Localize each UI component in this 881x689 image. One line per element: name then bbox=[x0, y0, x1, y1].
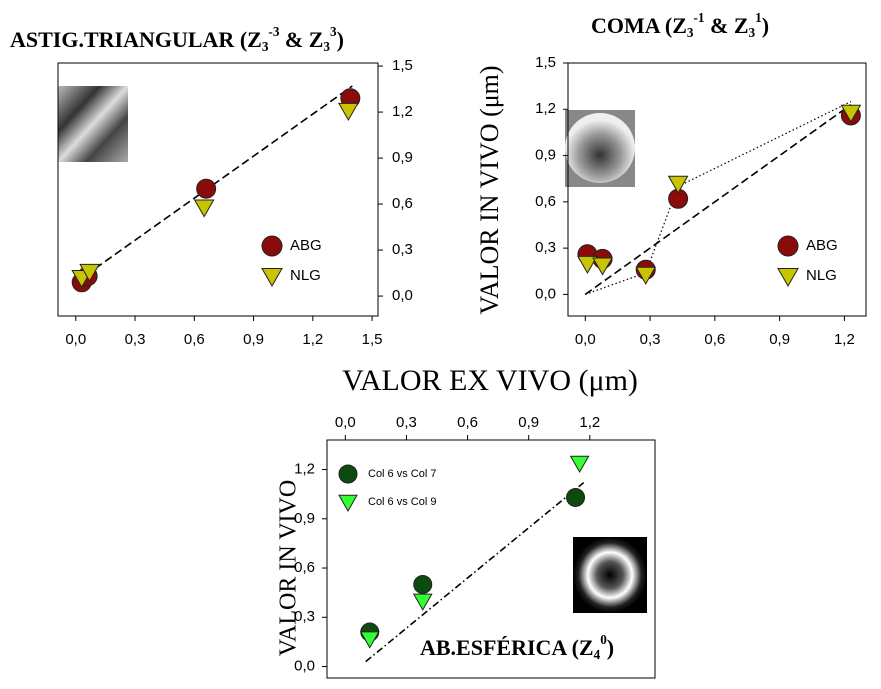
legend-label: ABG bbox=[290, 237, 322, 254]
marker bbox=[778, 269, 798, 287]
marker bbox=[262, 269, 282, 287]
x-tick-label: 1,2 bbox=[834, 331, 855, 348]
chart-title: COMA (Z3-1 & Z31) bbox=[591, 10, 769, 40]
chart-title-part: COMA (Z bbox=[591, 13, 687, 38]
legend-label: ABG bbox=[806, 237, 838, 254]
marker bbox=[195, 200, 214, 217]
marker bbox=[669, 176, 688, 193]
chart-title-part: ASTIG.TRIANGULAR (Z bbox=[10, 27, 262, 52]
y-tick-label: 0,3 bbox=[392, 241, 413, 258]
y-axis-label: VALOR IN VIVO bbox=[276, 480, 302, 656]
chart-title-part: 1 bbox=[755, 10, 762, 25]
chart-title-part: ) bbox=[337, 27, 344, 52]
y-tick-label: 0,3 bbox=[535, 239, 556, 256]
marker bbox=[339, 495, 357, 511]
chart-title: ASTIG.TRIANGULAR (Z3-3 & Z33) bbox=[10, 24, 344, 54]
marker bbox=[339, 465, 357, 483]
x-tick-label: 0,0 bbox=[65, 331, 86, 348]
y-tick-label: 0,6 bbox=[535, 193, 556, 210]
x-tick-label: 0,9 bbox=[769, 331, 790, 348]
y-tick-label: 0,0 bbox=[294, 657, 315, 674]
y-tick-label: 0,9 bbox=[392, 149, 413, 166]
marker bbox=[262, 236, 282, 256]
x-tick-label: 1,2 bbox=[302, 331, 323, 348]
chart-title-part: 3 bbox=[687, 25, 694, 40]
chart-title-part: ) bbox=[762, 13, 769, 38]
legend-label: NLG bbox=[290, 267, 321, 284]
y-tick-label: 0,0 bbox=[535, 285, 556, 302]
chart-title-part: 3 bbox=[749, 25, 756, 40]
chart-title-part: 3 bbox=[323, 39, 330, 54]
page: VALOR EX VIVO (μm) 0,0 0,3 0,6 0,9 1,2 1,5 0,0… bbox=[0, 0, 881, 689]
y-tick-label: 0,6 bbox=[392, 195, 413, 212]
chart-title-part: -3 bbox=[268, 24, 279, 39]
zernike-image bbox=[565, 113, 635, 183]
legend-label: NLG bbox=[806, 267, 837, 284]
y-tick-label: 1,2 bbox=[392, 103, 413, 120]
zernike-image bbox=[573, 537, 647, 613]
chart-title-part: -1 bbox=[694, 10, 705, 25]
x-tick-label: 0,0 bbox=[335, 414, 356, 431]
annotation: AB.ESFÉRICA (Z40) bbox=[420, 632, 614, 662]
x-axis-label: VALOR EX VIVO (μm) bbox=[342, 364, 638, 397]
y-tick-label: 1,2 bbox=[294, 461, 315, 478]
annotation-part: ) bbox=[607, 635, 614, 660]
x-tick-label: 0,9 bbox=[518, 414, 539, 431]
chart-title-part: 3 bbox=[262, 39, 269, 54]
marker bbox=[414, 594, 432, 610]
y-tick-label: 1,5 bbox=[535, 54, 556, 71]
x-tick-label: 1,5 bbox=[362, 331, 383, 348]
y-tick-label: 1,5 bbox=[392, 57, 413, 74]
marker bbox=[361, 632, 379, 648]
y-axis-label: VALOR IN VIVO (μm) bbox=[475, 65, 504, 314]
y-tick-label: 0,0 bbox=[392, 287, 413, 304]
legend-label: Col 6 vs Col 7 bbox=[368, 468, 436, 480]
x-tick-label: 0,9 bbox=[243, 331, 264, 348]
x-tick-label: 0,6 bbox=[184, 331, 205, 348]
marker bbox=[571, 456, 589, 472]
x-tick-label: 0,6 bbox=[457, 414, 478, 431]
x-tick-label: 1,2 bbox=[579, 414, 600, 431]
x-tick-label: 0,3 bbox=[640, 331, 661, 348]
x-tick-label: 0,3 bbox=[396, 414, 417, 431]
x-tick-label: 0,3 bbox=[125, 331, 146, 348]
marker bbox=[197, 179, 216, 198]
x-tick-label: 0,6 bbox=[704, 331, 725, 348]
x-tick-label: 0,0 bbox=[575, 331, 596, 348]
marker bbox=[567, 488, 585, 506]
marker bbox=[778, 236, 798, 256]
y-tick-label: 1,2 bbox=[535, 100, 556, 117]
annotation-part: 4 bbox=[594, 647, 601, 662]
chart-title-part: & Z bbox=[705, 13, 749, 38]
annotation-part: AB.ESFÉRICA (Z bbox=[420, 635, 594, 660]
chart-title-part: & Z bbox=[279, 27, 323, 52]
legend-label: Col 6 vs Col 9 bbox=[368, 496, 436, 508]
zernike-image bbox=[58, 86, 128, 162]
marker bbox=[339, 103, 358, 120]
marker bbox=[414, 575, 432, 593]
figure: VALOR EX VIVO (μm) 0,0 0,3 0,6 0,9 1,2 1,5 0,0… bbox=[0, 0, 881, 689]
y-tick-label: 0,9 bbox=[535, 147, 556, 164]
